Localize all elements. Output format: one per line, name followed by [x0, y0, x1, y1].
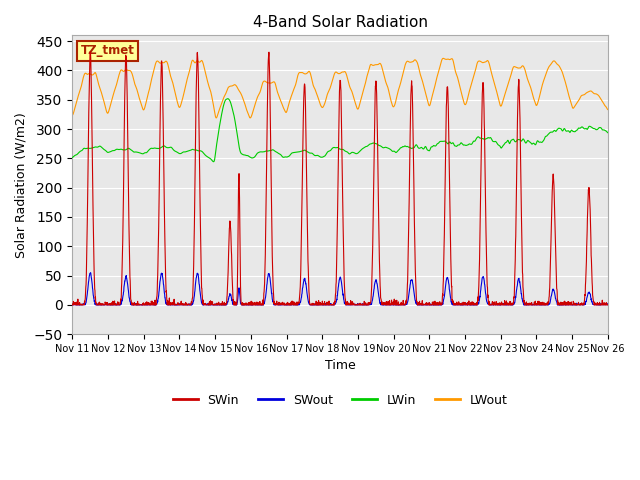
- Text: TZ_tmet: TZ_tmet: [81, 44, 134, 57]
- Title: 4-Band Solar Radiation: 4-Band Solar Radiation: [253, 15, 428, 30]
- X-axis label: Time: Time: [324, 360, 355, 372]
- Y-axis label: Solar Radiation (W/m2): Solar Radiation (W/m2): [15, 112, 28, 258]
- Legend: SWin, SWout, LWin, LWout: SWin, SWout, LWin, LWout: [168, 389, 513, 411]
